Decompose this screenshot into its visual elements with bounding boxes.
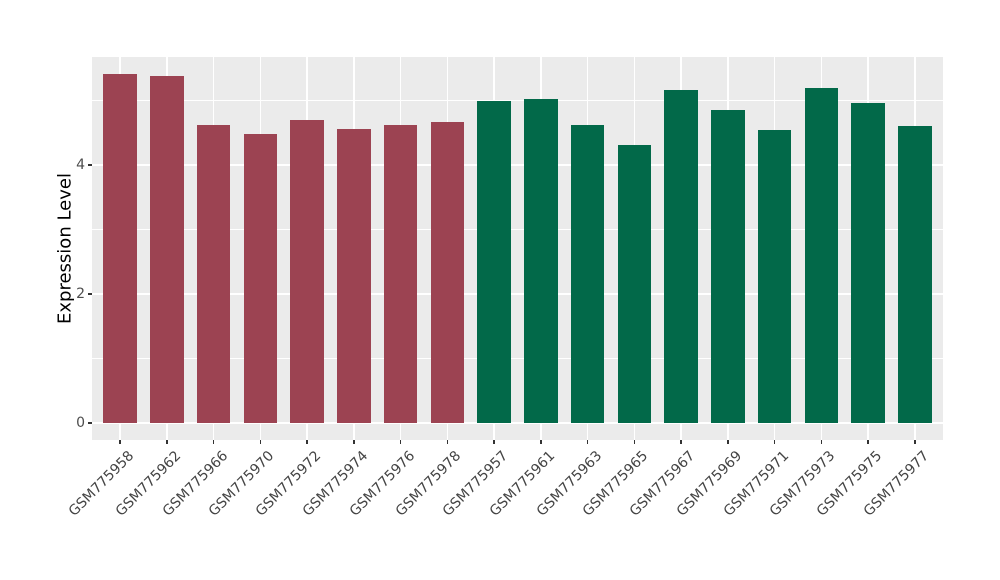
y-tick-label: 0 xyxy=(76,415,85,431)
x-tick-mark xyxy=(166,440,168,444)
bar xyxy=(711,109,745,423)
plot-panel xyxy=(92,57,943,440)
bar xyxy=(430,121,465,423)
y-tick-mark xyxy=(87,293,92,295)
bar xyxy=(524,98,558,423)
x-tick-mark xyxy=(586,440,589,444)
bar xyxy=(804,88,839,423)
minor-gridline xyxy=(92,229,943,230)
x-tick-mark xyxy=(680,440,682,444)
bar xyxy=(664,90,698,423)
major-gridline xyxy=(92,293,943,295)
y-tick-label: 2 xyxy=(76,286,85,302)
x-tick-mark xyxy=(212,440,215,444)
x-tick-mark xyxy=(867,440,869,444)
bar xyxy=(103,74,137,423)
x-tick-mark xyxy=(353,440,355,444)
x-tick-mark xyxy=(820,440,823,444)
bar xyxy=(617,145,652,423)
minor-gridline xyxy=(92,358,943,359)
y-tick-mark xyxy=(87,164,92,166)
bar xyxy=(570,125,605,423)
bar xyxy=(150,75,184,423)
x-tick-mark xyxy=(259,440,262,444)
bar xyxy=(383,125,418,423)
y-axis-title: Expression Level xyxy=(54,173,76,324)
x-tick-mark xyxy=(306,440,308,444)
bar xyxy=(337,128,371,423)
bar xyxy=(477,100,511,423)
bar xyxy=(851,103,885,423)
bar xyxy=(898,126,932,423)
bar xyxy=(196,125,231,423)
x-tick-mark xyxy=(119,440,121,444)
x-tick-mark xyxy=(727,440,729,444)
y-tick-mark xyxy=(87,422,92,424)
x-tick-mark xyxy=(633,440,636,444)
x-tick-mark xyxy=(914,440,916,444)
x-tick-mark xyxy=(493,440,495,444)
y-tick-label: 4 xyxy=(76,157,85,173)
major-gridline xyxy=(92,164,943,166)
x-tick-mark xyxy=(446,440,449,444)
x-tick-mark xyxy=(399,440,402,444)
bar xyxy=(757,130,792,423)
bar xyxy=(243,134,278,423)
x-tick-mark xyxy=(773,440,776,444)
bar xyxy=(290,119,324,423)
major-gridline xyxy=(92,422,943,424)
x-tick-mark xyxy=(540,440,542,444)
minor-gridline xyxy=(92,100,943,101)
